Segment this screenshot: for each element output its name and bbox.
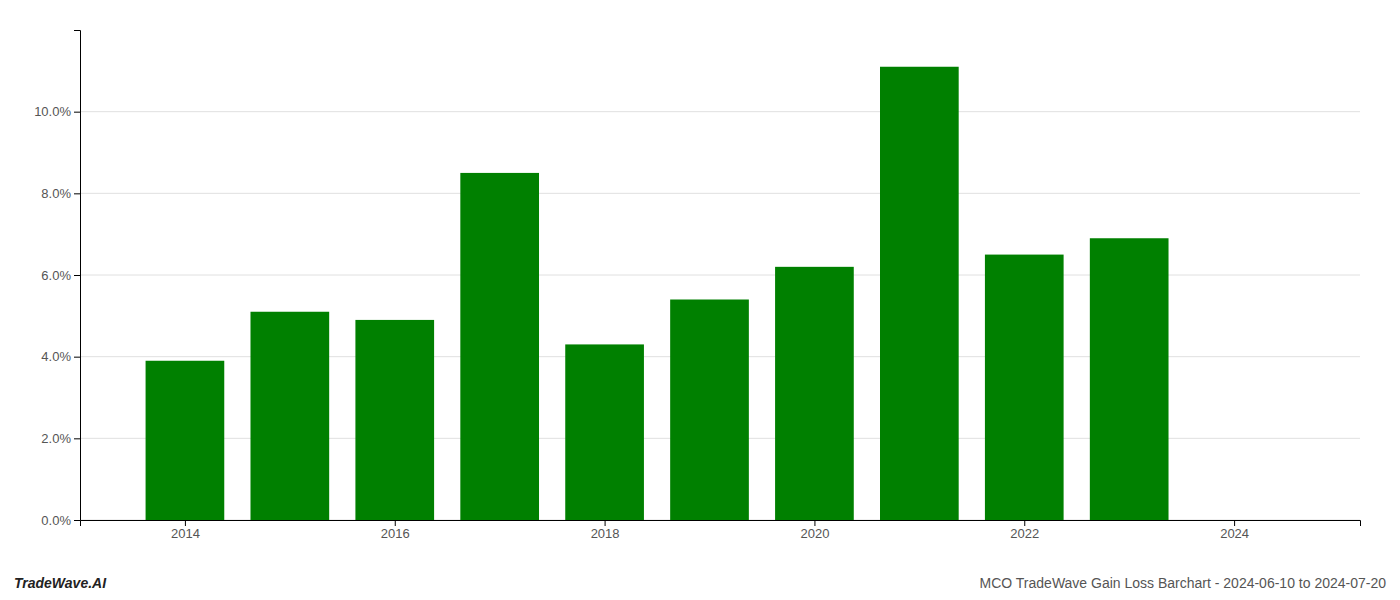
tick-mark	[74, 357, 80, 358]
bar	[880, 67, 959, 520]
bar	[985, 255, 1064, 520]
footer-left: TradeWave.AI	[14, 575, 107, 591]
bar	[460, 173, 539, 520]
x-tick: 2020	[800, 520, 829, 541]
y-tick: 6.0%	[41, 268, 80, 283]
tick-mark	[74, 438, 80, 439]
tick-label: 4.0%	[41, 349, 71, 364]
tick-label: 2024	[1220, 526, 1249, 541]
tick-label: 2016	[381, 526, 410, 541]
x-axis: 2014 2016 2018 2020 2022 2024	[81, 520, 1361, 541]
x-tick: 2018	[591, 520, 620, 541]
tick-mark	[1024, 520, 1025, 526]
x-tick: 2014	[171, 520, 200, 541]
x-tick: 2022	[1010, 520, 1039, 541]
tick-label: 2022	[1010, 526, 1039, 541]
x-tick: 2024	[1220, 520, 1249, 541]
y-tick: 4.0%	[41, 349, 80, 364]
tick-label: 6.0%	[41, 268, 71, 283]
bar	[146, 361, 225, 520]
tick-mark	[74, 275, 80, 276]
tick-mark	[814, 520, 815, 526]
chart: 2014 2016 2018 2020 2022 2024 0.0% 2.0% 4.0% 6.0%…	[0, 0, 1400, 600]
grid-line	[80, 111, 1360, 112]
tick-label: 10.0%	[34, 104, 71, 119]
grid-line	[80, 193, 1360, 194]
tick-mark	[185, 520, 186, 526]
y-tick: 10.0%	[34, 104, 80, 119]
bar	[670, 300, 749, 521]
axis-line	[81, 521, 1361, 527]
tick-mark	[74, 520, 80, 521]
bar	[775, 267, 854, 520]
y-tick: 8.0%	[41, 186, 80, 201]
tick-mark	[605, 520, 606, 526]
tick-label: 2018	[591, 526, 620, 541]
plot: 2014 2016 2018 2020 2022 2024 0.0% 2.0% 4.0% 6.0%…	[34, 31, 1360, 542]
bar	[355, 320, 434, 520]
tick-mark	[74, 193, 80, 194]
tick-label: 8.0%	[41, 186, 71, 201]
y-axis: 0.0% 2.0% 4.0% 6.0% 8.0% 10.0%	[34, 31, 80, 528]
tick-mark	[395, 520, 396, 526]
bars	[146, 67, 1169, 520]
y-tick: 2.0%	[41, 431, 80, 446]
bar	[1090, 238, 1169, 520]
tick-mark	[74, 112, 80, 113]
tick-label: 2014	[171, 526, 200, 541]
footer-right: MCO TradeWave Gain Loss Barchart - 2024-…	[980, 575, 1387, 591]
grid	[80, 112, 1360, 520]
axis-line	[74, 31, 81, 521]
tick-mark	[1234, 520, 1235, 526]
tick-label: 2.0%	[41, 431, 71, 446]
tick-label: 0.0%	[41, 513, 71, 528]
bar	[250, 312, 329, 520]
y-tick: 0.0%	[41, 513, 80, 528]
tick-label: 2020	[800, 526, 829, 541]
x-tick: 2016	[381, 520, 410, 541]
bar	[565, 344, 644, 520]
